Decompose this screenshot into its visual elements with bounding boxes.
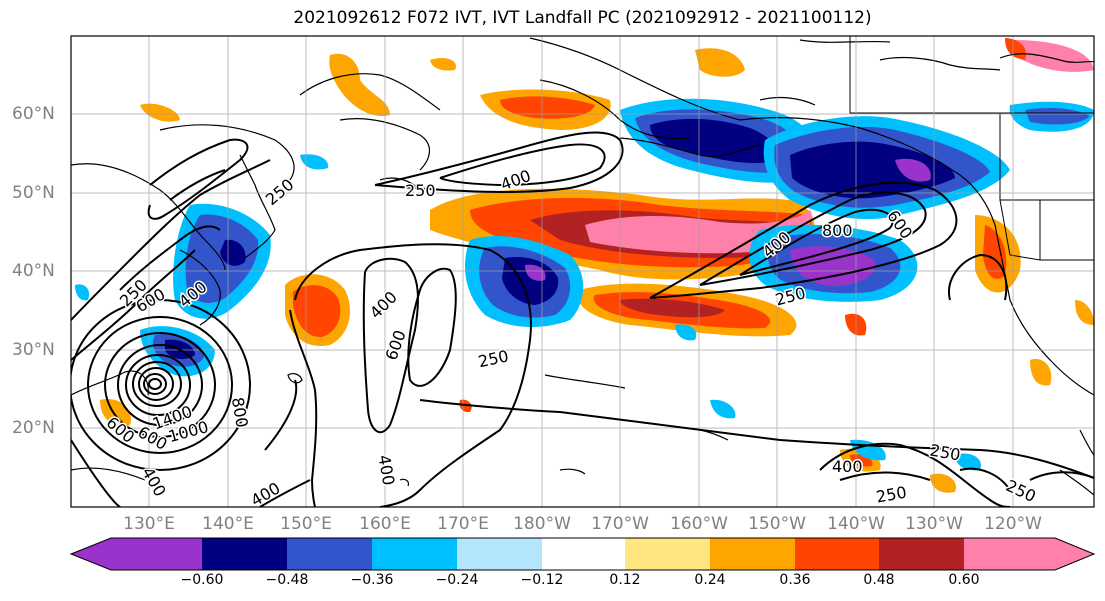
lon-label: 140°W	[827, 514, 885, 534]
colorbar-low-extend	[71, 538, 111, 570]
colorbar-segment	[202, 538, 287, 570]
lat-label: 20°N	[12, 418, 55, 438]
lon-label: 170°W	[591, 514, 649, 534]
lat-label: 60°N	[12, 104, 55, 124]
colorbar-tick: −0.24	[435, 572, 479, 588]
colorbar-tick: −0.48	[265, 572, 309, 588]
colorbar-tick: −0.36	[350, 572, 394, 588]
colorbar-tick: 0.60	[948, 572, 980, 588]
lon-label: 130°W	[905, 514, 963, 534]
colorbar-high-extend	[1055, 538, 1094, 570]
lon-label: 160°W	[670, 514, 728, 534]
lon-label: 150°W	[748, 514, 806, 534]
colorbar-segment	[964, 538, 1055, 570]
colorbar-segment	[542, 538, 625, 570]
colorbar-segment	[372, 538, 457, 570]
lon-label: 120°W	[984, 514, 1042, 534]
colorbar	[69, 537, 1096, 571]
colorbar-segment	[111, 538, 202, 570]
colorbar-segment	[457, 538, 542, 570]
lon-label: 180°W	[513, 514, 571, 534]
lon-label: 140°E	[202, 514, 254, 534]
ivt-contours	[71, 131, 1094, 507]
lon-label: 170°E	[437, 514, 489, 534]
map-title: 2021092612 F072 IVT, IVT Landfall PC (20…	[293, 8, 872, 28]
contour-label: 250	[405, 181, 436, 200]
contour-label: 800	[822, 221, 853, 240]
lon-label: 160°E	[359, 514, 411, 534]
colorbar-tick: 0.36	[779, 572, 811, 588]
colorbar-segment	[287, 538, 372, 570]
map-frame	[70, 35, 1095, 508]
coastlines	[71, 37, 1094, 496]
lon-label: 150°E	[280, 514, 332, 534]
colorbar-tick: −0.60	[180, 572, 224, 588]
lat-label: 50°N	[12, 183, 55, 203]
lat-label: 40°N	[12, 261, 55, 281]
map-plot-area: 250 400 400 250 800 600 250 400 600 250 …	[71, 36, 1094, 507]
colorbar-segment	[879, 538, 964, 570]
colorbar-segment	[625, 538, 710, 570]
colorbar-tick: −0.12	[520, 572, 564, 588]
colorbar-segment	[795, 538, 879, 570]
contour-label: 400	[832, 457, 863, 476]
colorbar-tick: 0.48	[863, 572, 895, 588]
colorbar-segment	[710, 538, 795, 570]
lon-label: 130°E	[123, 514, 175, 534]
lat-label: 30°N	[12, 340, 55, 360]
colorbar-tick: 0.24	[694, 572, 726, 588]
colorbar-tick: 0.12	[609, 572, 641, 588]
